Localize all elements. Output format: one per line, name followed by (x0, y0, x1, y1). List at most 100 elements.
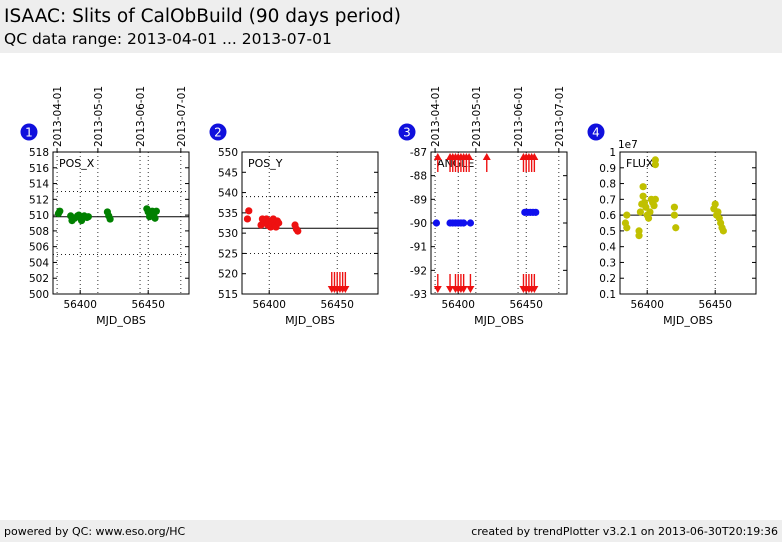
plot-frame (52, 151, 190, 295)
y-tick-label: 0.2 (599, 273, 616, 285)
panel-badge (587, 123, 605, 141)
outlier-arrow-head (341, 286, 350, 293)
y-tick-label: 508 (29, 226, 49, 238)
data-point (670, 203, 679, 211)
panel-badge-number: 4 (592, 126, 600, 140)
y-tick-label: 515 (218, 289, 238, 301)
data-point (243, 215, 252, 223)
outlier-arrow-down (446, 286, 455, 293)
outlier-arrow-down (530, 286, 539, 293)
data-series-flux (621, 156, 727, 240)
y-tick-label: 0.1 (599, 289, 616, 301)
data-point (651, 195, 659, 203)
x-tick-label: 56400 (63, 299, 96, 311)
data-point (639, 192, 647, 200)
data-point (623, 211, 631, 219)
data-point (460, 219, 468, 227)
y-tick-label: 500 (29, 289, 49, 301)
x-tick-label: 56450 (509, 299, 542, 311)
y-tick-label: 502 (29, 273, 49, 285)
y-scale-label: 1e7 (618, 139, 638, 151)
y-tick-label: 516 (29, 163, 49, 175)
x-tick-label: 56400 (252, 299, 285, 311)
data-series-pos_x (54, 205, 160, 225)
y-tick-label: 512 (29, 194, 49, 206)
x-tick-label: 56400 (441, 299, 474, 311)
top-date-label: 2013-06-01 (135, 86, 147, 147)
y-tick-label: -87 (410, 147, 427, 159)
y-tick-label: 0.3 (599, 257, 616, 269)
data-point (642, 203, 650, 211)
y-tick-label: 514 (29, 179, 49, 191)
data-point (719, 227, 727, 235)
outlier-arrow-down (433, 286, 442, 293)
data-point (432, 219, 441, 227)
y-tick-label: 550 (218, 147, 238, 159)
data-point (532, 208, 540, 216)
legend-label: POS_Y (248, 157, 283, 170)
panel-badge (209, 123, 227, 141)
panel-badge (398, 123, 416, 141)
y-tick-label: -91 (410, 242, 427, 254)
legend-label: POS_X (59, 157, 95, 170)
data-point (639, 183, 647, 191)
top-date-label: 2013-06-01 (513, 86, 525, 147)
data-point (294, 227, 302, 235)
y-tick-label: 520 (218, 269, 238, 281)
panel-badge-number: 2 (214, 126, 222, 140)
y-tick-label: -93 (410, 289, 427, 301)
report-footer: powered by QC: www.eso.org/HC created by… (0, 520, 782, 542)
panel-badge-number: 3 (403, 126, 411, 140)
x-tick-label: 56400 (630, 299, 663, 311)
outlier-arrow-up (482, 153, 491, 160)
x-tick-label: 56450 (131, 299, 164, 311)
chart-panel-3: 3 2013-04-01 2013-05-01 2013-06-01 2013-07-0… (398, 86, 568, 327)
top-date-label: 2013-04-01 (430, 86, 442, 147)
panel-badge (20, 123, 38, 141)
data-series-pos_y (243, 207, 350, 293)
y-tick-label: 518 (29, 147, 49, 159)
data-point (106, 215, 114, 223)
y-tick-label: 0.5 (599, 226, 616, 238)
y-tick-label: 510 (29, 210, 49, 222)
y-tick-label: -89 (410, 194, 427, 206)
top-date-label: 2013-04-01 (52, 86, 64, 147)
trend-charts: 1 2013-04-01 2013-05-01 2013-06-01 2013-07-0… (20, 86, 757, 327)
x-axis-label: MJD_OBS (663, 314, 713, 327)
y-tick-label: 530 (218, 228, 238, 240)
powered-by-link[interactable]: powered by QC: www.eso.org/HC (4, 525, 186, 538)
y-tick-label: 0.4 (599, 242, 616, 254)
y-tick-label: 525 (218, 248, 238, 260)
outlier-arrow-up (465, 153, 474, 160)
top-date-label: 2013-05-01 (93, 86, 105, 147)
outlier-arrow-up (433, 153, 442, 160)
x-axis-label: MJD_OBS (285, 314, 335, 327)
data-point (636, 208, 645, 216)
top-date-label: 2013-07-01 (176, 86, 188, 147)
page-title: ISAAC: Slits of CalObBuild (90 days peri… (4, 6, 401, 27)
data-point (623, 224, 631, 232)
data-point (714, 208, 722, 216)
x-tick-label: 56450 (698, 299, 731, 311)
y-tick-label: 0.6 (599, 210, 616, 222)
data-point (672, 224, 680, 232)
data-point (670, 211, 679, 219)
data-point (84, 213, 92, 221)
plot-frame (619, 151, 757, 295)
data-point (646, 208, 654, 216)
chart-panel-2: 2 515 520 525 530 535 540 545 550 56400 56450 MJD_O… (209, 123, 379, 327)
top-date-label: 2013-07-01 (554, 86, 566, 147)
x-tick-label: 56450 (320, 299, 353, 311)
y-tick-label: 0.7 (599, 194, 616, 206)
y-tick-label: 504 (29, 257, 49, 269)
y-tick-label: -90 (410, 218, 427, 230)
data-point (275, 219, 283, 227)
y-tick-label: -88 (410, 171, 427, 183)
outlier-arrow-down (466, 286, 475, 293)
data-point (650, 202, 658, 210)
data-point (151, 214, 159, 222)
data-point (466, 219, 475, 227)
y-tick-label: 0.8 (599, 179, 616, 191)
y-tick-label: 506 (29, 242, 49, 254)
data-series-angle (432, 153, 540, 293)
